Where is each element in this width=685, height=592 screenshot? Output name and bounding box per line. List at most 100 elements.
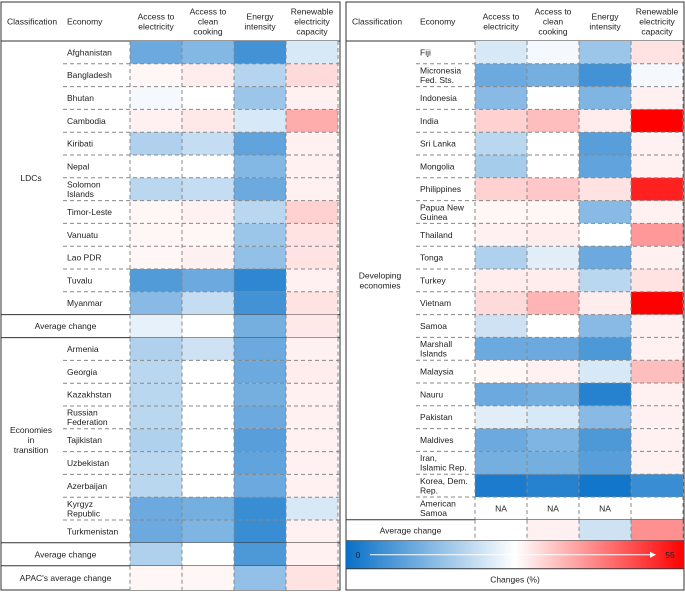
left-cell (130, 497, 182, 520)
right-economy-label: Korea, Dem. Rep. (420, 476, 468, 496)
left-cell (182, 41, 234, 64)
right-cell (527, 41, 579, 64)
left-cell (234, 246, 286, 269)
left-cell (286, 269, 338, 292)
left-cell (234, 132, 286, 155)
right-cell (579, 314, 631, 338)
left-cell (182, 497, 234, 520)
left-cell (182, 520, 234, 543)
left-cell (286, 291, 338, 315)
left-cell (182, 360, 234, 384)
colorbar-caption: Changes (%) (490, 574, 540, 584)
left-header-access-cooking: Access to clean cooking (190, 7, 227, 37)
left-cell (234, 269, 286, 292)
right-cell-na: NA (547, 503, 559, 513)
right-cell (631, 383, 683, 406)
right-panel-border (345, 1, 685, 591)
left-economy-label: Kiribati (67, 139, 93, 149)
right-cell (527, 269, 579, 292)
right-economy-label: Philippines (420, 184, 461, 194)
right-economy-label: Maldives (420, 435, 454, 445)
right-cell (527, 63, 579, 87)
right-cell (579, 474, 631, 497)
left-cell (234, 474, 286, 498)
left-cell (286, 223, 338, 247)
right-economy-label: Mongolia (420, 161, 455, 171)
right-average-cell (527, 519, 579, 541)
right-cell (527, 291, 579, 315)
right-cell (631, 246, 683, 269)
left-cell (130, 223, 182, 247)
right-cell (579, 223, 631, 247)
right-cell-na: NA (599, 503, 611, 513)
right-cell (631, 474, 683, 497)
left-cell (182, 177, 234, 201)
left-cell (286, 41, 338, 64)
right-cell-na: NA (495, 503, 507, 513)
right-cell (527, 337, 579, 361)
left-economy-label: Lao PDR (67, 253, 102, 263)
left-cell (286, 63, 338, 87)
left-cell (234, 383, 286, 406)
right-cell (527, 497, 579, 520)
left-cell (182, 428, 234, 452)
right-cell (579, 246, 631, 269)
right-economy-label: Fiji (420, 47, 431, 57)
left-cell (130, 155, 182, 178)
right-cell (475, 497, 527, 520)
right-cell (631, 405, 683, 429)
left-cell (130, 406, 182, 429)
right-cell (475, 291, 527, 315)
left-average-cell (182, 314, 234, 338)
left-header-access-electricity: Access to electricity (138, 12, 175, 32)
right-cell (475, 269, 527, 292)
left-cell (234, 497, 286, 520)
right-cell (475, 428, 527, 452)
left-economy-label: Georgia (67, 367, 98, 377)
right-cell (631, 155, 683, 178)
left-cell (286, 155, 338, 178)
right-cell (579, 200, 631, 224)
right-economy-label: Samoa (420, 321, 447, 331)
right-economy-label: Malaysia (420, 367, 454, 377)
right-average-label: Average change (380, 525, 442, 535)
left-cell (234, 291, 286, 315)
left-cell (286, 86, 338, 110)
left-cell (286, 406, 338, 429)
left-cell (182, 132, 234, 155)
right-economy-label: Micronesia Fed. Sts. (420, 65, 461, 85)
right-cell (527, 200, 579, 224)
left-cell (182, 200, 234, 224)
right-economy-label: Tonga (420, 253, 443, 263)
right-cell (527, 428, 579, 452)
left-economy-label: Azerbaijan (67, 481, 107, 491)
right-cell (631, 337, 683, 361)
left-economy-label: Uzbekistan (67, 458, 109, 468)
left-cell (234, 406, 286, 429)
right-cell (631, 177, 683, 201)
right-cell (527, 155, 579, 178)
left-apac-cell (234, 565, 286, 590)
left-cell (182, 109, 234, 133)
right-economy-label: India (420, 116, 439, 126)
right-cell (475, 63, 527, 87)
right-cell (579, 291, 631, 315)
right-cell (579, 451, 631, 475)
left-economy-label: Kazakhstan (67, 390, 112, 400)
left-economy-label: Kyrgyz Republic (67, 499, 101, 518)
left-apac-label: APAC's average change (20, 573, 112, 583)
right-cell (579, 405, 631, 429)
left-cell (234, 155, 286, 178)
left-header-economy: Economy (67, 17, 103, 27)
right-cell (475, 383, 527, 406)
left-average-cell (234, 542, 286, 566)
right-cell (579, 428, 631, 452)
right-cell (579, 497, 631, 520)
right-cell (475, 41, 527, 64)
left-cell (130, 360, 182, 384)
left-economy-label: Bhutan (67, 93, 94, 103)
right-cell (631, 86, 683, 110)
left-cell (130, 41, 182, 64)
left-cell (130, 428, 182, 452)
left-average-cell (234, 314, 286, 338)
